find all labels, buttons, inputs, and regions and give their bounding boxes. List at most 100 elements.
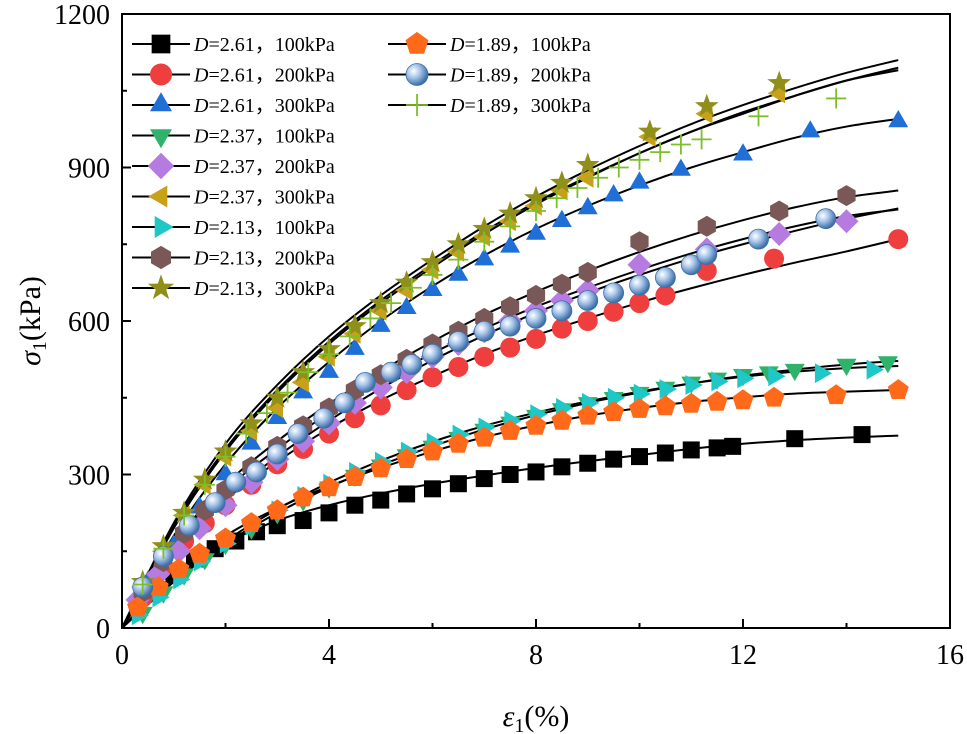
data-point (888, 110, 909, 128)
x-axis-symbol: ε (503, 700, 515, 733)
data-point (344, 466, 366, 486)
legend-label-variable: D (193, 95, 209, 117)
data-point (178, 515, 200, 537)
data-point (552, 273, 571, 295)
x-tick-label: 16 (936, 640, 964, 671)
data-point (422, 367, 443, 388)
data-point (550, 170, 574, 193)
data-point (680, 392, 702, 413)
data-point (770, 200, 789, 222)
data-point (685, 375, 703, 395)
data-point (526, 222, 546, 240)
data-point (370, 395, 391, 416)
legend-label-text: =2.61，100kPa (208, 34, 334, 56)
data-point (318, 476, 340, 497)
legend-marker (150, 129, 172, 149)
data-point (292, 486, 314, 507)
data-point (525, 414, 547, 435)
x-tick-label: 0 (115, 640, 129, 671)
legend-label-text: =1.89，300kPa (464, 95, 590, 117)
data-point (293, 381, 314, 399)
legend-marker (148, 185, 168, 208)
data-point (401, 354, 423, 375)
data-point (360, 308, 381, 329)
data-point (603, 282, 625, 304)
data-point (132, 574, 153, 595)
data-point (474, 346, 495, 367)
data-point (215, 446, 236, 467)
data-point (825, 384, 847, 405)
legend-entry: D=2.61，200kPa (132, 63, 335, 87)
data-point (577, 290, 599, 311)
legend-entry: D=2.61，300kPa (132, 92, 335, 117)
data-point (588, 167, 609, 188)
legend-label-variable: D (193, 187, 209, 209)
data-point (680, 254, 702, 276)
data-point (551, 409, 573, 430)
data-point (475, 470, 493, 488)
data-point (215, 527, 236, 548)
data-point (605, 450, 623, 468)
data-point (694, 93, 719, 117)
legend-marker (151, 34, 171, 54)
data-point (473, 426, 495, 447)
data-point (422, 343, 443, 365)
data-point (748, 228, 769, 250)
data-point (650, 142, 671, 163)
legend-marker (154, 216, 174, 238)
data-point (553, 458, 571, 476)
data-point (499, 315, 521, 337)
y-tick-label: 600 (68, 307, 110, 338)
data-point (577, 404, 599, 425)
data-point (603, 401, 625, 421)
data-point (654, 395, 676, 416)
data-point (380, 361, 402, 383)
data-point (631, 448, 648, 466)
legend-label-variable: D (449, 34, 465, 56)
x-tick-label: 4 (322, 640, 336, 671)
data-point (577, 311, 598, 331)
data-point (526, 284, 546, 306)
data-point (834, 209, 859, 234)
axis-ticks: 0 4 8 12 16 0 300 600 900 1200 (54, 0, 964, 671)
data-point (334, 392, 355, 414)
legend-label: D=1.89，300kPa (449, 95, 591, 117)
legend-entry: D=2.37，100kPa (132, 126, 335, 149)
x-axis-subscript: 1 (514, 715, 524, 734)
data-point (256, 403, 277, 424)
legend-entry: D=2.13，200kPa (132, 245, 335, 270)
series-11-points (132, 88, 847, 595)
data-point (344, 408, 365, 429)
data-point (546, 188, 567, 209)
legend-label-variable: D (193, 156, 209, 178)
data-point (241, 432, 262, 450)
legend-entry: D=1.89，200kPa (388, 63, 591, 87)
data-point (498, 201, 522, 224)
data-point (784, 363, 805, 382)
data-point (354, 371, 376, 393)
data-point (724, 437, 742, 455)
data-point (189, 542, 211, 563)
data-point (240, 512, 262, 532)
data-point (767, 70, 792, 94)
data-point (500, 216, 521, 237)
data-point (246, 461, 267, 483)
legend-label: D=1.89，100kPa (449, 34, 591, 56)
data-point (551, 300, 573, 322)
data-point (527, 463, 545, 481)
data-point (266, 443, 288, 465)
legend-label-text: =2.37，300kPa (208, 187, 334, 209)
legend-label-text: =2.37，200kPa (208, 156, 334, 178)
series-9-points (127, 379, 909, 617)
legend-entry: D=2.61，100kPa (132, 34, 335, 56)
data-point (578, 261, 597, 283)
data-point (526, 200, 546, 221)
data-point (737, 368, 755, 389)
data-point (153, 538, 174, 559)
data-point (633, 383, 651, 404)
x-tick-label: 8 (529, 640, 543, 671)
data-point (339, 326, 360, 347)
data-point (682, 441, 700, 459)
data-point (396, 296, 417, 314)
